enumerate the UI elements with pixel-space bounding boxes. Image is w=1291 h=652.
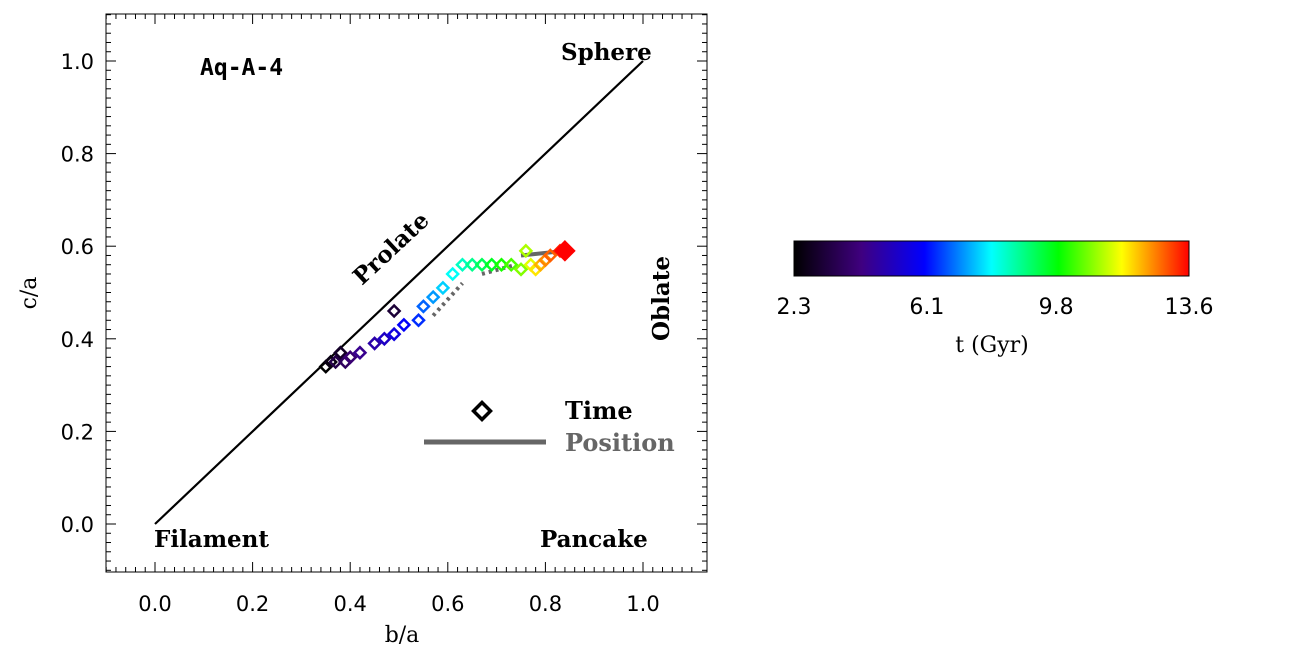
colorbar: 2.3 6.1 9.8 13.6 t (Gyr) <box>777 240 1214 358</box>
colorbar-title: t (Gyr) <box>955 333 1029 358</box>
y-tick-label: 0.6 <box>61 235 94 259</box>
axis-ticks <box>105 14 707 572</box>
y-tick-label: 0.0 <box>61 513 94 537</box>
x-tick-label: 0.8 <box>529 592 562 616</box>
y-tick-label: 1.0 <box>61 50 94 74</box>
y-axis-title: c/a <box>17 277 42 310</box>
time-series-points <box>318 240 576 374</box>
y-tick-label: 0.2 <box>61 420 94 444</box>
data-point <box>386 303 402 319</box>
data-point <box>377 331 392 347</box>
filament-label: Filament <box>154 526 269 553</box>
data-point <box>396 317 412 333</box>
plot-frame <box>105 13 708 573</box>
position-segment <box>481 262 517 276</box>
data-point <box>386 326 402 342</box>
data-point <box>416 299 431 314</box>
data-point <box>484 257 499 272</box>
x-axis-title: b/a <box>385 623 420 648</box>
oblate-label: Oblate <box>648 256 675 341</box>
colorbar-tick-label: 9.8 <box>1039 295 1074 320</box>
colorbar-gradient <box>793 240 1190 277</box>
x-tick-label: 0.0 <box>138 592 171 616</box>
data-point <box>323 354 338 370</box>
data-point <box>367 336 382 351</box>
plot-area: 0.0 0.2 0.4 0.6 0.8 1.0 0.0 0.2 0.4 0.6 0.8 1.0 Aq… <box>17 13 708 648</box>
data-point <box>445 266 460 282</box>
x-tick-labels: 0.0 0.2 0.4 0.6 0.8 1.0 <box>138 592 659 616</box>
legend-position-label: Position <box>565 428 675 457</box>
legend: Time Position <box>424 396 675 457</box>
data-point <box>435 280 451 296</box>
y-tick-labels: 0.0 0.2 0.4 0.6 0.8 1.0 <box>61 50 94 537</box>
sphere-diagonal-line <box>154 60 644 525</box>
data-point <box>494 257 509 272</box>
prolate-label: Prolate <box>348 207 435 291</box>
x-tick-label: 1.0 <box>626 592 659 616</box>
colorbar-tick-labels: 2.3 6.1 9.8 13.6 <box>777 295 1214 320</box>
data-point <box>554 240 576 262</box>
x-tick-label: 0.2 <box>236 592 269 616</box>
y-tick-label: 0.8 <box>61 143 94 167</box>
data-point <box>474 257 490 272</box>
panel-title: Aq-A-4 <box>200 55 283 81</box>
data-point <box>455 257 470 272</box>
data-point <box>411 313 426 328</box>
x-tick-label: 0.6 <box>431 592 464 616</box>
data-point <box>464 257 480 272</box>
colorbar-tick-label: 2.3 <box>777 295 812 320</box>
data-point <box>333 345 348 360</box>
position-segment <box>431 281 464 317</box>
colorbar-tick-label: 13.6 <box>1165 295 1214 320</box>
data-point <box>503 257 519 272</box>
data-point <box>513 262 529 277</box>
sphere-label: Sphere <box>561 39 652 66</box>
y-tick-label: 0.4 <box>61 328 94 352</box>
legend-time-label: Time <box>565 396 633 425</box>
colorbar-tick-label: 6.1 <box>909 295 944 320</box>
legend-time-marker <box>471 400 493 422</box>
data-point <box>352 345 368 360</box>
data-point <box>342 350 358 365</box>
data-point <box>328 354 343 370</box>
pancake-label: Pancake <box>540 526 648 553</box>
data-point <box>543 248 558 263</box>
data-point <box>518 243 534 259</box>
x-tick-label: 0.4 <box>333 592 366 616</box>
data-point <box>425 289 441 305</box>
